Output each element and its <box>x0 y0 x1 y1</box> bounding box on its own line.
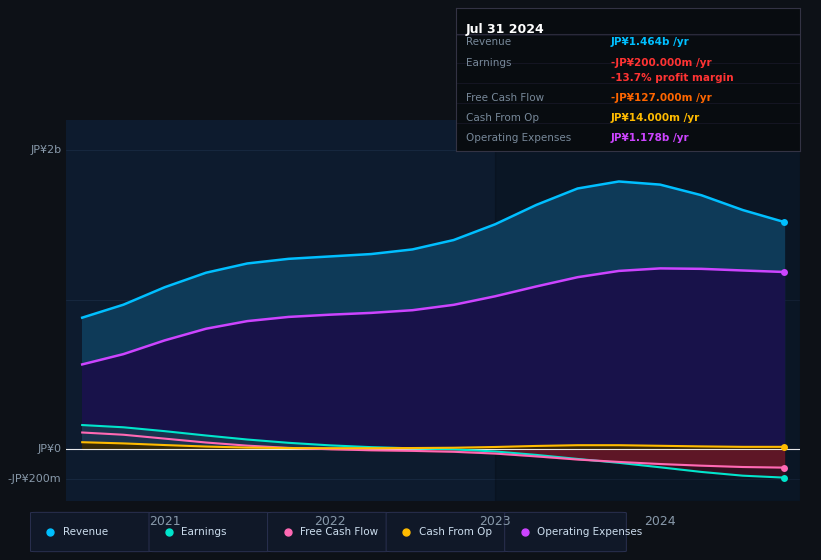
Text: Revenue: Revenue <box>63 527 108 537</box>
Text: -JP¥127.000m /yr: -JP¥127.000m /yr <box>611 94 712 104</box>
Text: JP¥1.464b /yr: JP¥1.464b /yr <box>611 37 690 47</box>
FancyBboxPatch shape <box>149 512 271 552</box>
Text: Revenue: Revenue <box>466 37 511 47</box>
Text: JP¥0: JP¥0 <box>38 444 62 454</box>
Text: Free Cash Flow: Free Cash Flow <box>300 527 378 537</box>
Text: Earnings: Earnings <box>181 527 227 537</box>
Text: Jul 31 2024: Jul 31 2024 <box>466 22 545 36</box>
Bar <box>495 120 800 501</box>
Text: Free Cash Flow: Free Cash Flow <box>466 94 544 104</box>
Text: Cash From Op: Cash From Op <box>466 113 539 123</box>
Text: 2022: 2022 <box>314 515 346 528</box>
Text: JP¥1.178b /yr: JP¥1.178b /yr <box>611 133 690 143</box>
Text: Cash From Op: Cash From Op <box>419 527 492 537</box>
FancyBboxPatch shape <box>505 512 626 552</box>
Text: -JP¥200m: -JP¥200m <box>8 474 62 484</box>
Text: -JP¥200.000m /yr: -JP¥200.000m /yr <box>611 58 712 68</box>
Text: 2021: 2021 <box>149 515 181 528</box>
Text: JP¥2b: JP¥2b <box>30 145 62 155</box>
FancyBboxPatch shape <box>30 512 152 552</box>
Text: -13.7% profit margin: -13.7% profit margin <box>611 73 733 83</box>
Text: 2023: 2023 <box>479 515 511 528</box>
Text: JP¥14.000m /yr: JP¥14.000m /yr <box>611 113 700 123</box>
Text: Earnings: Earnings <box>466 58 511 68</box>
Text: 2024: 2024 <box>644 515 676 528</box>
FancyBboxPatch shape <box>386 512 507 552</box>
Text: Operating Expenses: Operating Expenses <box>466 133 571 143</box>
FancyBboxPatch shape <box>268 512 389 552</box>
Text: Operating Expenses: Operating Expenses <box>537 527 642 537</box>
